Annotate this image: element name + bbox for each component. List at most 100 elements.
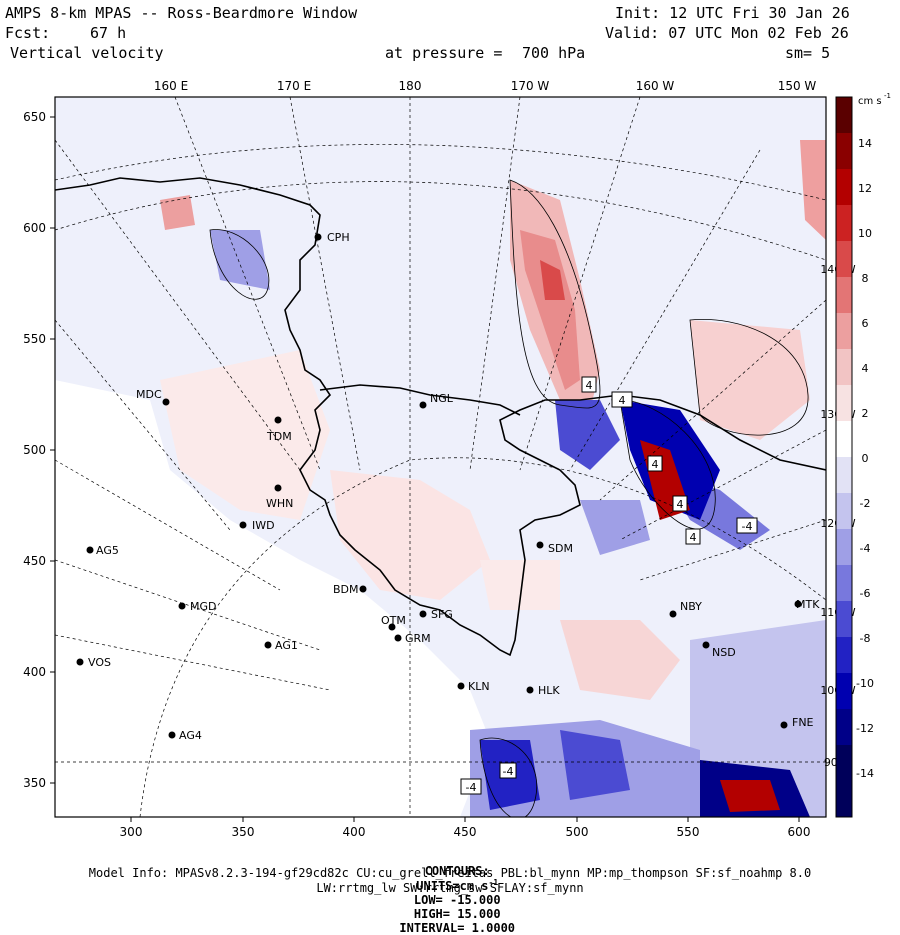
station-ag1[interactable]: AG1	[264, 639, 298, 652]
svg-text:FNE: FNE	[792, 716, 814, 729]
svg-text:HLK: HLK	[538, 684, 560, 697]
colorbar-tick: -12	[856, 722, 874, 735]
smoothing-value: sm= 5	[785, 44, 831, 62]
colorbar-tick: 14	[858, 137, 872, 150]
y-tick-350: 350	[23, 776, 46, 790]
lon-label-160e: 160 E	[154, 79, 188, 93]
svg-text:NBY: NBY	[680, 600, 702, 613]
pressure-label: at pressure =	[385, 44, 503, 62]
contour-label: 4	[647, 455, 663, 472]
station-hlk[interactable]: HLK	[526, 684, 561, 697]
station-sdm[interactable]: SDM	[536, 541, 573, 556]
y-tick-400: 400	[23, 665, 46, 679]
svg-text:4: 4	[652, 458, 659, 471]
init-time: Init: 12 UTC Fri 30 Jan 26	[615, 4, 850, 22]
svg-text:NGL: NGL	[430, 392, 454, 405]
station-ngl[interactable]: NGL	[419, 392, 454, 409]
station-cph[interactable]: CPH	[314, 231, 350, 244]
colorbar-units-exponent: -1	[884, 92, 891, 100]
svg-text:CPH: CPH	[327, 231, 350, 244]
colorbar-tick: -2	[860, 497, 871, 510]
station-ag5[interactable]: AG5	[86, 544, 119, 557]
colorbar-tick: -8	[860, 632, 871, 645]
map-field	[55, 97, 826, 817]
svg-text:SFG: SFG	[431, 608, 453, 621]
svg-text:GRM: GRM	[405, 632, 431, 645]
svg-text:MDC: MDC	[136, 388, 162, 401]
colorbar-tick: 12	[858, 182, 872, 195]
colorbar-tick: -10	[856, 677, 874, 690]
y-tick-450: 450	[23, 554, 46, 568]
svg-text:VOS: VOS	[88, 656, 111, 669]
graticule	[55, 97, 826, 817]
svg-text:AG5: AG5	[96, 544, 119, 557]
svg-text:4: 4	[619, 394, 626, 407]
svg-text:IWD: IWD	[252, 519, 275, 532]
svg-text:-4: -4	[503, 765, 514, 778]
x-tick-500: 500	[566, 825, 589, 839]
y-tick-500: 500	[23, 443, 46, 457]
x-tick-450: 450	[454, 825, 477, 839]
contour-label: 4	[581, 376, 597, 393]
svg-text:NSD: NSD	[712, 646, 736, 659]
colorbar-tick: 0	[862, 452, 869, 465]
svg-text:4: 4	[677, 498, 684, 511]
model-info-physics: LW:rrtmg_lw SW:rrtmg_sw SFLAY:sf_mynn	[316, 881, 584, 895]
x-tick-350: 350	[232, 825, 255, 839]
svg-text:BDM: BDM	[333, 583, 359, 596]
svg-text:OTM: OTM	[381, 614, 406, 627]
svg-text:SDM: SDM	[548, 542, 573, 555]
station-bdm[interactable]: BDM	[333, 583, 367, 596]
svg-text:AG1: AG1	[275, 639, 298, 652]
station-kln[interactable]: KLN	[457, 680, 490, 693]
contours-low: LOW= -15.000	[413, 893, 501, 907]
station-otm[interactable]: OTM	[381, 614, 406, 631]
colorbar-tick: -6	[860, 587, 871, 600]
model-info: Model Info: MPASv8.2.3-194-gf29cd82c CU:…	[88, 866, 812, 880]
colorbar-tick: 10	[858, 227, 872, 240]
colorbar-tick: 2	[862, 407, 869, 420]
colorbar-tick: -14	[856, 767, 874, 780]
y-tick-600: 600	[23, 221, 46, 235]
station-tdm[interactable]: TDM	[266, 416, 292, 444]
x-tick-300: 300	[120, 825, 143, 839]
colorbar-tick: -4	[860, 542, 871, 555]
svg-text:-4: -4	[466, 781, 477, 794]
forecast-value: 67 h	[90, 24, 127, 42]
station-sfg[interactable]: SFG	[419, 608, 453, 621]
station-fne[interactable]: FNE	[780, 716, 814, 729]
contour-label: 4	[611, 391, 633, 408]
contour-label: -4	[460, 778, 482, 795]
station-mtk[interactable]: MTK	[794, 598, 821, 611]
station-whn[interactable]: WHN	[266, 484, 293, 511]
station-ag4[interactable]: AG4	[168, 729, 202, 742]
station-nsd[interactable]: NSD	[702, 641, 736, 660]
station-iwd[interactable]: IWD	[239, 519, 275, 532]
station-grm[interactable]: GRM	[394, 632, 431, 645]
station-mdc[interactable]: MDC	[136, 388, 170, 406]
lon-label-150w: 150 W	[778, 79, 817, 93]
x-tick-550: 550	[677, 825, 700, 839]
x-tick-600: 600	[788, 825, 811, 839]
svg-text:AG4: AG4	[179, 729, 202, 742]
y-tick-650: 650	[23, 110, 46, 124]
coastline	[55, 177, 826, 657]
station-mgd[interactable]: MGD	[178, 600, 217, 613]
svg-text:KLN: KLN	[468, 680, 490, 693]
contour-label: 4	[685, 528, 701, 545]
pressure-value: 700 hPa	[522, 44, 586, 62]
colorbar-tick: 4	[862, 362, 869, 375]
lon-label-180: 180	[399, 79, 422, 93]
map-figure: 160 E 170 E 180 170 W 160 W 150 W 140 W …	[23, 79, 891, 839]
svg-text:MTK: MTK	[796, 598, 820, 611]
colorbar-units: cm s	[858, 96, 882, 107]
svg-text:WHN: WHN	[266, 497, 293, 510]
lon-label-160w: 160 W	[636, 79, 675, 93]
svg-text:4: 4	[690, 531, 697, 544]
station-nby[interactable]: NBY	[669, 600, 703, 618]
field-name: Vertical velocity	[10, 44, 164, 62]
lon-label-170w: 170 W	[511, 79, 550, 93]
lon-label-170e: 170 E	[277, 79, 311, 93]
station-vos[interactable]: VOS	[76, 656, 111, 669]
svg-text:MGD: MGD	[190, 600, 217, 613]
